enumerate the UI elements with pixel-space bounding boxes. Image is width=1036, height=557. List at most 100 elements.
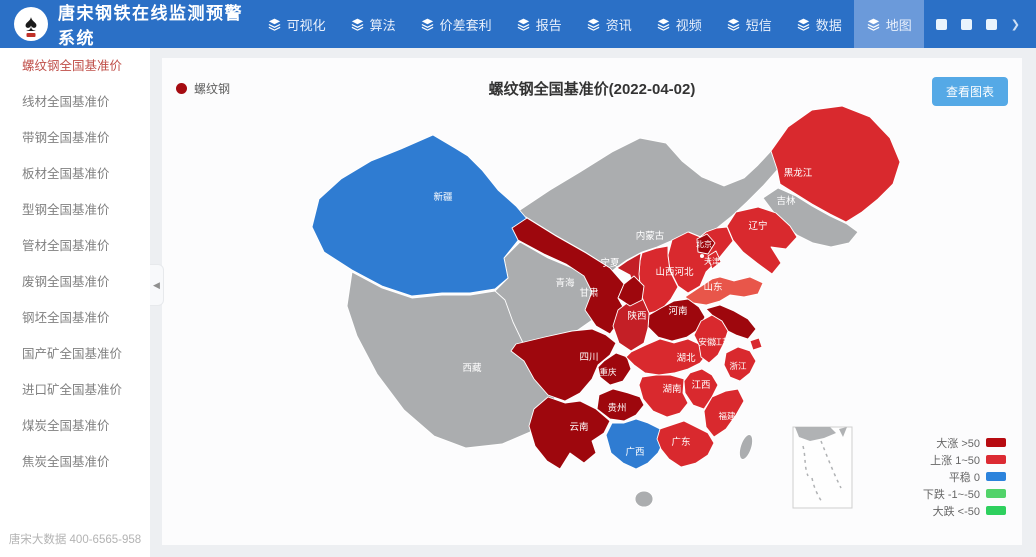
chevron-right-icon[interactable]: ❯: [1010, 18, 1020, 31]
sidebar: 螺纹钢全国基准价 线材全国基准价 带钢全国基准价 板材全国基准价 型钢全国基准价 管材全国…: [0, 48, 150, 557]
province-beijing[interactable]: [696, 233, 716, 255]
legend-row-fall: 下跌 -1~-50: [923, 485, 1006, 502]
nav-item-report[interactable]: 报告: [504, 0, 574, 48]
legend-swatch: [986, 438, 1006, 447]
legend-swatch: [986, 489, 1006, 498]
province-jiangsu[interactable]: [705, 304, 757, 340]
province-heilongjiang[interactable]: [770, 105, 901, 223]
province-yunnan[interactable]: [528, 396, 611, 470]
top-navbar: ♠ 唐宋钢铁在线监测预警系统 可视化 算法 价差套利 报告 资讯 视频 短信 数据 地图 ❯: [0, 0, 1036, 48]
legend-label: 大涨 >50: [936, 437, 980, 450]
sidebar-item-pipe[interactable]: 管材全国基准价: [22, 239, 110, 253]
province-hunan[interactable]: [638, 374, 689, 418]
spade-logo-icon: ♠: [14, 7, 48, 41]
legend-swatch: [986, 455, 1006, 464]
nav-item-label: 可视化: [286, 17, 326, 33]
nav-item-label: 地图: [885, 17, 912, 33]
legend-label: 平稳 0: [948, 471, 980, 484]
legend-label: 大跌 <-50: [932, 505, 980, 518]
main-nav: 可视化 算法 价差套利 报告 资讯 视频 短信 数据 地图: [255, 0, 924, 48]
layers-icon: [656, 17, 671, 32]
sidebar-item-plate[interactable]: 板材全国基准价: [22, 167, 110, 181]
nav-item-algorithm[interactable]: 算法: [338, 0, 408, 48]
province-tianjin[interactable]: [707, 250, 722, 270]
sidebar-item-strip-steel[interactable]: 带钢全国基准价: [22, 131, 110, 145]
nav-item-sms[interactable]: 短信: [714, 0, 784, 48]
layers-icon: [586, 17, 601, 32]
province-zhejiang[interactable]: [723, 346, 757, 382]
nav-item-arbitrage[interactable]: 价差套利: [408, 0, 504, 48]
app-tile-icon[interactable]: [985, 18, 997, 30]
layers-icon: [350, 17, 365, 32]
province-shandong[interactable]: [684, 276, 764, 306]
page-title: 螺纹钢全国基准价(2022-04-02): [488, 81, 696, 98]
series-legend-item[interactable]: 螺纹钢: [176, 80, 230, 97]
south-china-sea-inset: [792, 426, 853, 509]
province-hainan[interactable]: [634, 490, 654, 508]
app-tile-icon[interactable]: [935, 18, 947, 30]
province-hubei[interactable]: [625, 338, 709, 376]
nav-item-data[interactable]: 数据: [784, 0, 854, 48]
map-panel: 螺纹钢 螺纹钢全国基准价(2022-04-02) 查看图表 内蒙古 西藏 青海 吉林新…: [162, 58, 1022, 545]
nav-item-label: 资讯: [605, 17, 632, 33]
nav-item-news[interactable]: 资讯: [574, 0, 644, 48]
layers-icon: [866, 17, 881, 32]
nav-item-label: 算法: [369, 17, 396, 33]
province-taiwan[interactable]: [737, 433, 755, 461]
nav-item-map[interactable]: 地图: [853, 0, 924, 48]
sidebar-item-billet[interactable]: 钢坯全国基准价: [22, 311, 110, 325]
sidebar-item-rebar[interactable]: 螺纹钢全国基准价: [22, 59, 123, 73]
sidebar-item-imported-ore[interactable]: 进口矿全国基准价: [22, 383, 123, 397]
province-chongqing[interactable]: [597, 352, 632, 386]
app-title: 唐宋钢铁在线监测预警系统: [58, 4, 243, 48]
legend-row-flat: 平稳 0: [923, 468, 1006, 485]
legend-row-rise: 上涨 1~50: [923, 451, 1006, 468]
layers-icon: [796, 17, 811, 32]
province-shanghai[interactable]: [749, 337, 763, 351]
legend-row-big-fall: 大跌 <-50: [923, 502, 1006, 519]
province-guizhou[interactable]: [596, 388, 645, 422]
province-liaoning[interactable]: [726, 206, 798, 275]
province-fujian[interactable]: [703, 388, 745, 438]
nav-item-label: 报告: [535, 17, 562, 33]
layers-icon: [516, 17, 531, 32]
sidebar-item-coal[interactable]: 煤炭全国基准价: [22, 419, 110, 433]
chevron-left-icon: ◀: [153, 279, 160, 290]
nav-item-video[interactable]: 视频: [644, 0, 714, 48]
layers-icon: [726, 17, 741, 32]
sidebar-collapse-handle[interactable]: ◀: [150, 264, 164, 306]
nav-item-label: 价差套利: [439, 17, 492, 33]
province-gansu[interactable]: [511, 217, 627, 335]
province-qinghai[interactable]: [494, 241, 599, 346]
sidebar-menu: 螺纹钢全国基准价 线材全国基准价 带钢全国基准价 板材全国基准价 型钢全国基准价 管材全国…: [0, 48, 150, 480]
sidebar-item-coke[interactable]: 焦炭全国基准价: [22, 455, 110, 469]
province-guangdong[interactable]: [656, 420, 715, 468]
legend-swatch: [986, 506, 1006, 515]
layers-icon: [420, 17, 435, 32]
series-legend-label: 螺纹钢: [194, 82, 231, 96]
sidebar-footer: 唐宋大数据 400-6565-958: [8, 534, 142, 546]
legend-swatch: [986, 472, 1006, 481]
app-tile-icon[interactable]: [960, 18, 972, 30]
capital-marker-icon: [700, 254, 704, 258]
legend-label: 上涨 1~50: [930, 454, 980, 467]
sidebar-item-scrap[interactable]: 废钢全国基准价: [22, 275, 110, 289]
province-guangxi[interactable]: [605, 418, 665, 470]
brand[interactable]: ♠ 唐宋钢铁在线监测预警系统: [0, 0, 255, 49]
nav-right: ❯: [924, 18, 1036, 31]
legend-row-big-rise: 大涨 >50: [923, 434, 1006, 451]
nav-item-label: 短信: [745, 17, 772, 33]
nav-item-label: 数据: [815, 17, 842, 33]
sidebar-item-section-steel[interactable]: 型钢全国基准价: [22, 203, 110, 217]
sidebar-item-domestic-ore[interactable]: 国产矿全国基准价: [22, 347, 123, 361]
view-chart-button[interactable]: 查看图表: [931, 77, 1008, 106]
sidebar-item-wire-rod[interactable]: 线材全国基准价: [22, 95, 110, 109]
layers-icon: [267, 17, 282, 32]
china-map: 内蒙古西藏青海吉林新疆甘肃黑龙江辽宁河北山西山东河南陕西宁夏四川重庆湖北安徽江苏…: [311, 105, 901, 509]
nav-item-label: 视频: [675, 17, 702, 33]
province-xinjiang[interactable]: [311, 134, 529, 297]
nav-item-visualization[interactable]: 可视化: [255, 0, 338, 48]
province-sichuan[interactable]: [510, 328, 617, 402]
province-ningxia[interactable]: [617, 275, 645, 307]
province-jiangxi[interactable]: [683, 368, 719, 410]
